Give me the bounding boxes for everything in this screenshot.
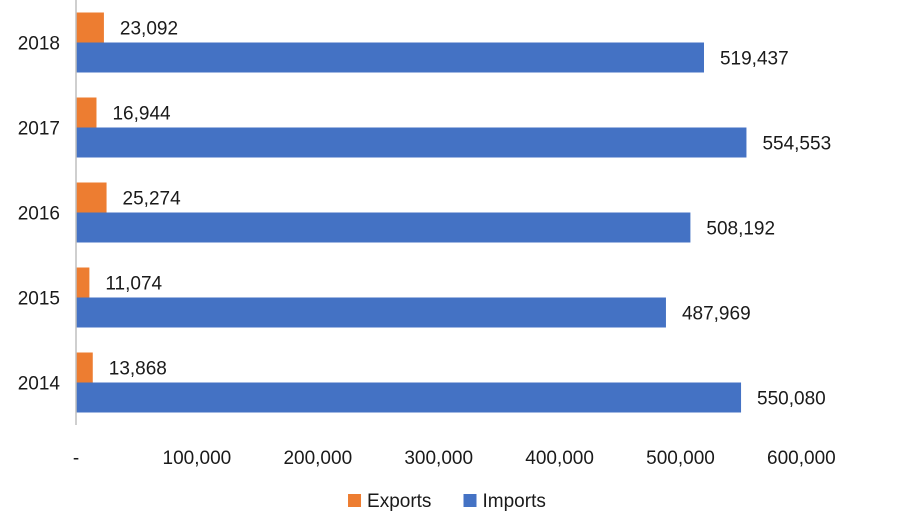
data-label-exports-2018: 23,092 bbox=[120, 19, 178, 40]
data-label-imports-2017: 554,553 bbox=[762, 134, 831, 155]
data-label-exports-2016: 25,274 bbox=[123, 189, 182, 210]
legend-label-exports: Exports bbox=[367, 491, 431, 512]
data-label-imports-2014: 550,080 bbox=[757, 389, 826, 410]
legend: Exports Imports bbox=[348, 491, 546, 512]
x-tick-label-0: - bbox=[73, 448, 79, 469]
x-tick-label-4: 400,000 bbox=[525, 448, 594, 469]
x-tick-label-5: 500,000 bbox=[646, 448, 715, 469]
bar-exports-2017 bbox=[76, 97, 97, 128]
category-label-2016: 2016 bbox=[18, 204, 60, 225]
bar-imports-2017 bbox=[76, 127, 747, 158]
legend-label-imports: Imports bbox=[483, 491, 546, 512]
data-label-imports-2015: 487,969 bbox=[682, 304, 751, 325]
category-label-2017: 2017 bbox=[18, 119, 60, 140]
x-tick-label-6: 600,000 bbox=[767, 448, 836, 469]
bar-exports-2016 bbox=[76, 182, 107, 213]
legend-item-exports: Exports bbox=[348, 491, 431, 512]
bar-imports-2018 bbox=[76, 42, 704, 73]
legend-item-imports: Imports bbox=[463, 491, 546, 512]
bar-exports-2014 bbox=[76, 352, 93, 383]
legend-swatch-imports bbox=[463, 494, 477, 507]
data-label-exports-2014: 13,868 bbox=[109, 359, 167, 380]
y-axis-labels: 2018 2017 2016 2015 2014 bbox=[18, 34, 61, 395]
category-label-2015: 2015 bbox=[18, 289, 60, 310]
bar-imports-2016 bbox=[76, 212, 691, 243]
bar-imports-2014 bbox=[76, 382, 742, 413]
x-tick-label-2: 200,000 bbox=[283, 448, 352, 469]
category-label-2018: 2018 bbox=[18, 34, 60, 55]
x-tick-label-1: 100,000 bbox=[163, 448, 232, 469]
x-axis-ticks: - 100,000 200,000 300,000 400,000 500,000 600,… bbox=[73, 448, 836, 469]
data-label-imports-2018: 519,437 bbox=[720, 49, 789, 70]
legend-swatch-exports bbox=[348, 494, 362, 507]
category-label-2014: 2014 bbox=[18, 374, 61, 395]
bar-exports-2015 bbox=[76, 267, 90, 298]
bar-exports-2018 bbox=[76, 12, 104, 43]
plot-area: 23,092 519,437 16,944 554,553 25,274 508,192 1… bbox=[76, 12, 831, 413]
data-label-exports-2015: 11,074 bbox=[105, 274, 162, 295]
data-label-exports-2017: 16,944 bbox=[112, 104, 171, 125]
data-label-imports-2016: 508,192 bbox=[706, 219, 775, 240]
x-tick-label-3: 300,000 bbox=[404, 448, 473, 469]
bar-imports-2015 bbox=[76, 297, 666, 328]
